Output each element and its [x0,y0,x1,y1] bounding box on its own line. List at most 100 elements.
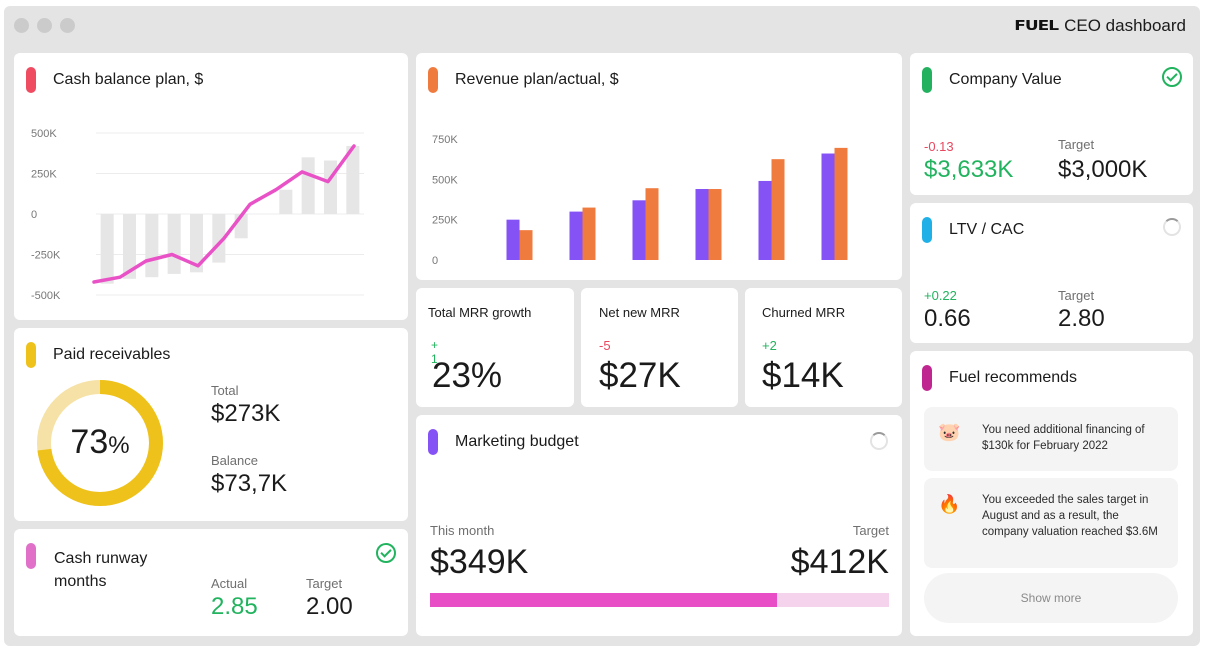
cash-bar [123,214,136,279]
donut-center-value: 73% [30,423,170,462]
receivables-total-value: $273K [211,400,281,427]
ltv-cac-card[interactable]: LTV / CAC +0.22 0.66 Target 2.80 [910,203,1193,343]
recommendation-text: You exceeded the sales target in August … [982,494,1158,538]
receivables-total-label: Total [211,383,239,398]
runway-target-value: 2.00 [306,593,353,620]
ltv-cac-delta: +0.22 [924,288,957,303]
piggy-bank-icon: 🐷 [938,422,961,442]
runway-actual-value: 2.85 [211,593,258,620]
ltv-cac-value: 0.66 [924,305,971,332]
fuel-recommends-card[interactable]: Fuel recommends 🐷 You need additional fi… [910,351,1193,636]
marketing-budget-card[interactable]: Marketing budget This month $349K Target… [416,415,902,636]
cash-y-tick-label: -500K [31,290,61,302]
marketing-progress-track [430,593,889,607]
receivables-balance-value: $73,7K [211,470,288,497]
company-value-delta: -0.13 [924,139,954,154]
dashboard-window: FUEL CEO dashboard Cash balance plan, $ … [4,6,1200,646]
marketing-progress-fill [430,593,778,607]
churned-mrr-value: $14K [762,356,844,395]
revenue-marker [428,67,438,93]
company-value-target: $3,000K [1058,156,1148,183]
fuel-recommends-marker [922,365,932,391]
company-value-header: Company Value [922,67,1062,93]
marketing-target-label: Target [852,523,889,538]
cash-bar [145,214,159,278]
cash-runway-title-line1: Cash runway [54,550,148,567]
fuel-logo: FUEL [1014,18,1059,34]
cash-balance-card[interactable]: Cash balance plan, $ 500K 250K 0 -250K -500K [14,53,408,320]
ltv-cac-marker [922,217,932,243]
revenue-y-tick-label: 500K [432,174,458,186]
paid-receivables-card[interactable]: Paid receivables 73% Total $273K Balance… [14,328,408,521]
paid-receivables-marker [26,342,36,368]
churned-mrr-delta: +2 [762,338,777,353]
company-value-check-icon [1162,67,1182,87]
cash-bar [324,160,337,214]
company-value-title: Company Value [949,71,1062,88]
cash-balance-chart: 500K 250K 0 -250K -500K [31,128,364,302]
cash-bar [301,157,315,214]
revenue-chart: 750K 500K 250K 0 [432,134,848,267]
recommendation-text: You need additional financing of $130k f… [982,424,1145,452]
cash-balance-header: Cash balance plan, $ [26,67,203,93]
window-minimize-button[interactable] [37,18,52,33]
fuel-recommends-header: Fuel recommends [922,365,1077,391]
marketing-title: Marketing budget [455,433,579,450]
revenue-bar-actual [834,147,848,260]
cash-bar [167,214,181,274]
cash-y-tick-label: 0 [31,209,37,221]
revenue-bar-actual [708,189,722,260]
total-mrr-delta-sign: + [431,338,439,352]
revenue-bar-plan [506,219,520,260]
fuel-recommends-title: Fuel recommends [949,369,1078,386]
runway-target-label: Target [306,576,343,591]
paid-receivables-title: Paid receivables [53,346,171,363]
marketing-this-month-value: $349K [430,543,529,581]
cash-bar [100,214,114,284]
total-mrr-growth-card[interactable]: Total MRR growth + 1 23% [416,288,574,407]
recommendation-item[interactable]: 🔥 You exceeded the sales target in Augus… [924,478,1178,568]
cash-runway-card[interactable]: Cash runway months Actual 2.85 Target 2.… [14,529,408,636]
window-maximize-button[interactable] [60,18,75,33]
cash-bar [279,189,293,214]
total-mrr-delta: + 1 [431,338,438,366]
donut-percent-number: 73 [70,423,109,461]
revenue-bar-plan [821,153,835,260]
cash-y-tick-label: 250K [31,169,57,181]
total-mrr-label: Total MRR growth [428,305,532,320]
window-close-button[interactable] [14,18,29,33]
marketing-this-month-label: This month [430,523,495,538]
marketing-loading-spinner-icon [870,432,888,450]
revenue-bar-plan [695,189,709,260]
marketing-marker [428,429,438,455]
revenue-bar-plan [632,200,646,260]
company-value-target-label: Target [1058,137,1095,152]
ltv-cac-target: 2.80 [1058,305,1105,332]
company-value-card[interactable]: Company Value -0.13 $3,633K Target $3,00… [910,53,1193,195]
header-brand: FUEL CEO dashboard [1014,16,1186,36]
ltv-cac-target-label: Target [1058,288,1095,303]
ltv-cac-title: LTV / CAC [949,221,1025,238]
revenue-y-tick-label: 250K [432,215,458,227]
ltv-cac-loading-spinner-icon [1163,218,1181,236]
cash-bar [346,145,360,214]
donut-percent-sign: % [108,432,130,459]
page-title: CEO dashboard [1064,16,1186,35]
receivables-balance-label: Balance [211,453,258,468]
cash-bar [212,214,226,263]
paid-receivables-header: Paid receivables [26,342,170,368]
cash-bar [190,214,203,273]
revenue-card[interactable]: Revenue plan/actual, $ 750K 500K 250K 0 [416,53,902,280]
runway-actual-label: Actual [211,576,248,591]
recommendation-item[interactable]: 🐷 You need additional financing of $130k… [924,407,1178,471]
net-new-mrr-card[interactable]: Net new MRR -5 $27K [581,288,738,407]
ltv-cac-header: LTV / CAC [922,217,1024,243]
cash-balance-title: Cash balance plan, $ [53,71,204,88]
total-mrr-delta-value: 1 [431,352,438,366]
revenue-bar-actual [771,159,785,260]
fire-icon: 🔥 [938,494,961,514]
churned-mrr-card[interactable]: Churned MRR +2 $14K [745,288,902,407]
show-more-button[interactable]: Show more [924,573,1178,623]
revenue-y-tick-label: 750K [432,134,458,146]
marketing-header: Marketing budget [428,429,579,455]
